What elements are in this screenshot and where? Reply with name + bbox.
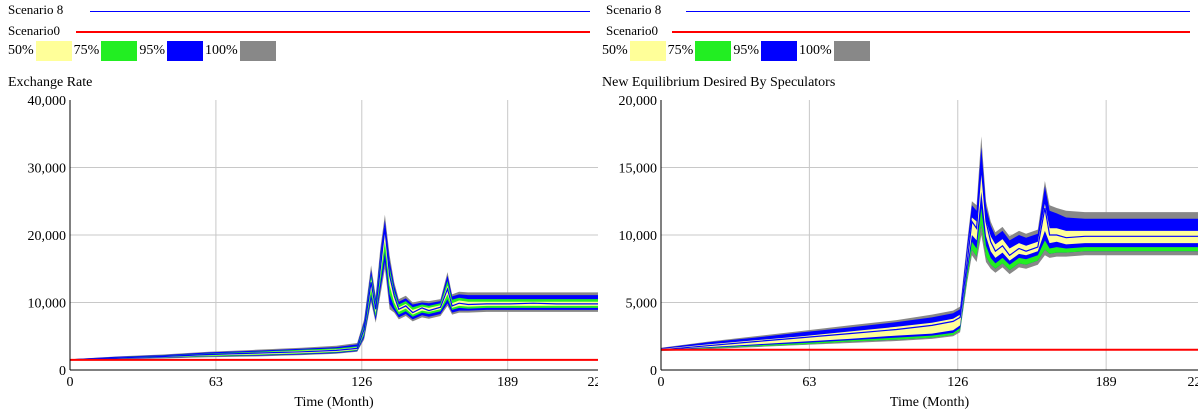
x-tick-label: 126 [351,375,372,390]
band-100-area [70,214,598,361]
band-label-75: 75% [667,43,694,58]
y-tick-label: 10,000 [28,297,67,312]
band-label-75: 75% [73,43,100,58]
legend-scenario8-line [686,11,1190,12]
legend-scenario0-line [672,31,1190,33]
y-tick-label: 20,000 [28,229,67,244]
exchange-rate-chart: 0 10,000 20,000 30,000 40,000 0 63 126 189 228 Tim… [28,94,599,410]
x-tick-label: 126 [947,375,968,390]
series-line-scenario8 [69,228,598,361]
x-axis-title: Time (Month) [294,395,374,410]
band-legend: 50% 75% 95% 100% [602,40,872,62]
y-tick-label: 0 [650,364,657,379]
x-axis-title: Time (Month) [890,395,970,410]
band-swatch-75 [101,41,138,61]
chart-title: Exchange Rate [8,75,93,90]
legend-scenario0: Scenario0 [606,24,658,38]
x-tick-label: 228 [1188,375,1198,390]
legend-scenario0-line [76,31,590,33]
legend-scenario8: Scenario 8 [8,3,63,17]
band-label-50: 50% [602,43,628,58]
y-tick-label: 5,000 [626,297,658,312]
band-swatch-100 [239,41,276,61]
x-tick-label: 63 [802,375,816,390]
band-legend: 50% 75% 95% 100% [8,40,278,62]
exchange-rate-panel: Scenario 8 Scenario0 50% 75% 95% 100% Ex… [0,0,598,418]
y-tick-label: 20,000 [619,94,658,109]
legend-scenario8: Scenario 8 [606,3,661,17]
band-swatch-75 [695,41,732,61]
band-label-95: 95% [733,43,760,58]
band-swatch-50 [629,41,666,61]
legend-scenario0-label: Scenario0 [606,23,658,38]
band-label-100: 100% [205,43,238,58]
legend-scenario8-label: Scenario 8 [8,2,64,17]
y-tick-label: 15,000 [619,162,658,177]
band-swatch-100 [833,41,870,61]
band-95-area [70,220,598,361]
x-tick-label: 0 [658,375,665,390]
x-tick-label: 189 [1096,375,1117,390]
series-line-scenario8 [660,167,1198,351]
x-tick-label: 189 [497,375,518,390]
y-tick-label: 10,000 [619,229,658,244]
band-swatch-50 [35,41,72,61]
band-label-50: 50% [8,43,34,58]
band-label-95: 95% [139,43,166,58]
band-label-100: 100% [799,43,832,58]
x-tick-label: 63 [209,375,223,390]
y-tick-label: 0 [59,364,66,379]
equilibrium-panel: Scenario 8 Scenario0 50% 75% 95% 100% Ne… [598,0,1198,418]
x-tick-label: 0 [67,375,74,390]
x-tick-label: 228 [588,375,599,390]
y-tick-label: 40,000 [28,94,67,109]
band-swatch-95 [167,41,204,61]
legend-scenario0: Scenario0 [8,24,60,38]
band-swatch-95 [761,41,798,61]
legend-scenario0-label: Scenario0 [8,23,60,38]
legend-scenario8-label: Scenario 8 [606,2,662,17]
equilibrium-chart: 0 5,000 10,000 15,000 20,000 0 63 126 189 228 Time… [619,94,1198,410]
y-tick-label: 30,000 [28,162,67,177]
chart-title: New Equilibrium Desired By Speculators [602,75,836,90]
legend-scenario8-line [90,11,590,12]
